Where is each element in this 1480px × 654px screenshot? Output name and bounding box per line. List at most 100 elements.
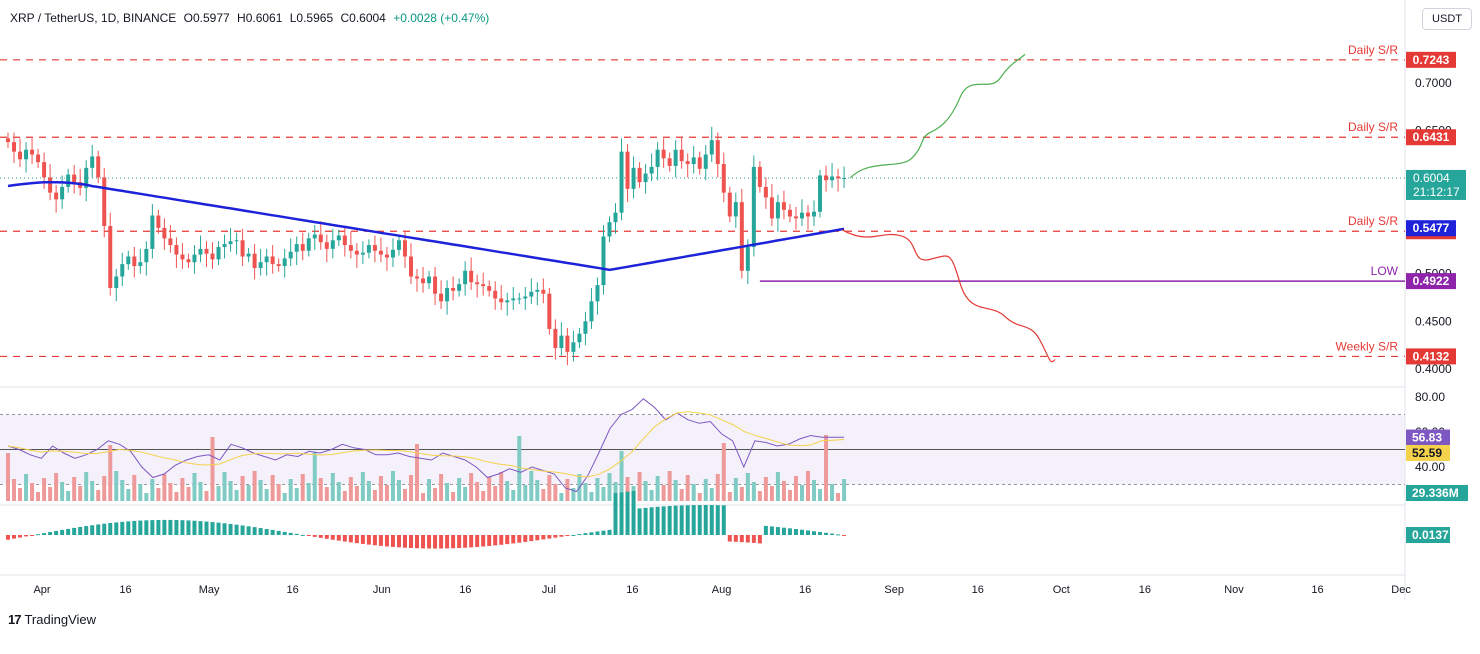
- candle-body: [48, 177, 53, 193]
- candle-body: [288, 251, 293, 259]
- macd-bar: [691, 505, 696, 535]
- date-tick-label: 16: [799, 584, 811, 596]
- macd-bar: [571, 534, 576, 536]
- volume-bar: [306, 483, 311, 501]
- macd-bar: [402, 535, 407, 548]
- candle-body: [354, 250, 359, 255]
- macd-bar: [66, 528, 71, 535]
- macd-bar: [511, 535, 516, 544]
- macd-bar: [294, 533, 299, 535]
- volume-bar: [517, 436, 522, 501]
- volume-bar: [583, 483, 588, 501]
- candle-body: [745, 246, 750, 271]
- tradingview-brand: TradingView: [24, 612, 97, 627]
- candle-body: [818, 175, 823, 212]
- tradingview-logo: 17: [8, 612, 22, 627]
- date-tick-label: 16: [287, 584, 299, 596]
- macd-bar: [715, 505, 720, 535]
- macd-bar: [354, 535, 359, 544]
- candle-body: [763, 186, 768, 198]
- volume-bar: [535, 480, 540, 501]
- volume-bar: [138, 484, 143, 501]
- price-tag-label: 0.7243: [1413, 53, 1450, 67]
- macd-bar: [583, 533, 588, 535]
- macd-bar: [553, 535, 558, 538]
- currency-button[interactable]: USDT: [1422, 8, 1472, 30]
- macd-bar: [541, 535, 546, 540]
- volume-bar: [637, 472, 642, 501]
- macd-bar: [613, 493, 618, 535]
- candle-body: [108, 226, 113, 288]
- volume-bar: [655, 476, 660, 501]
- macd-bar: [523, 535, 528, 542]
- macd-bar: [126, 521, 131, 535]
- volume-bar: [6, 453, 10, 501]
- macd-bar: [24, 535, 29, 537]
- volume-bar: [661, 485, 666, 501]
- macd-bar: [216, 522, 221, 535]
- volume-bar: [144, 493, 149, 501]
- macd-bar: [409, 535, 414, 548]
- current-price-tag: [1406, 169, 1466, 200]
- macd-bar: [709, 505, 714, 535]
- candle-body: [72, 174, 77, 183]
- volume-bar: [318, 478, 323, 501]
- close-value: C0.6004: [340, 11, 386, 25]
- candle-body: [619, 151, 624, 213]
- macd-bar: [120, 521, 125, 535]
- candle-body: [234, 240, 239, 242]
- volume-bar: [198, 482, 203, 501]
- macd-bar: [775, 527, 780, 535]
- candle-body: [824, 175, 829, 181]
- volume-bar: [733, 478, 738, 501]
- macd-bar: [565, 535, 570, 536]
- volume-bar: [396, 480, 401, 501]
- volume-bar: [451, 492, 456, 501]
- macd-bar: [727, 535, 732, 542]
- volume-bar: [493, 486, 498, 501]
- candle-body: [649, 166, 654, 174]
- tradingview-footer[interactable]: 17 TradingView: [8, 612, 96, 627]
- macd-bar: [451, 535, 456, 549]
- macd-bar: [481, 535, 486, 547]
- macd-bar: [619, 492, 624, 535]
- volume-bar: [210, 437, 215, 501]
- volume-bar: [547, 475, 552, 501]
- volume-bar: [240, 476, 245, 501]
- candle-body: [96, 156, 101, 178]
- macd-bar: [204, 521, 209, 535]
- macd-bar: [763, 525, 768, 535]
- macd-bar: [270, 529, 275, 535]
- volume-bar: [288, 479, 293, 501]
- macd-bar: [824, 532, 829, 535]
- candle-body: [174, 245, 179, 255]
- volume-bar: [685, 475, 690, 501]
- macd-bar: [547, 535, 552, 539]
- candle-body: [360, 252, 365, 255]
- macd-bar: [697, 505, 702, 535]
- macd-bar: [655, 506, 660, 535]
- volume-bar: [36, 492, 41, 501]
- macd-bar: [198, 521, 203, 535]
- macd-bar: [384, 535, 389, 547]
- volume-bar: [565, 479, 570, 501]
- macd-bar: [18, 535, 23, 538]
- high-value: H0.6061: [237, 11, 283, 25]
- macd-bar: [30, 535, 35, 536]
- volume-bar: [12, 479, 17, 501]
- candle-body: [402, 240, 407, 257]
- macd-bar: [366, 535, 371, 545]
- candle-body: [180, 254, 185, 260]
- macd-bar: [673, 505, 678, 535]
- symbol-label[interactable]: XRP / TetherUS, 1D, BINANCE: [10, 11, 177, 25]
- macd-bar: [751, 535, 756, 543]
- candle-body: [751, 166, 756, 247]
- candle-body: [565, 335, 570, 352]
- volume-bar: [703, 479, 708, 501]
- volume-bar: [589, 492, 594, 501]
- macd-bar: [36, 534, 41, 536]
- macd-bar: [342, 535, 347, 542]
- candle-body: [571, 342, 576, 352]
- macd-bar: [439, 535, 444, 549]
